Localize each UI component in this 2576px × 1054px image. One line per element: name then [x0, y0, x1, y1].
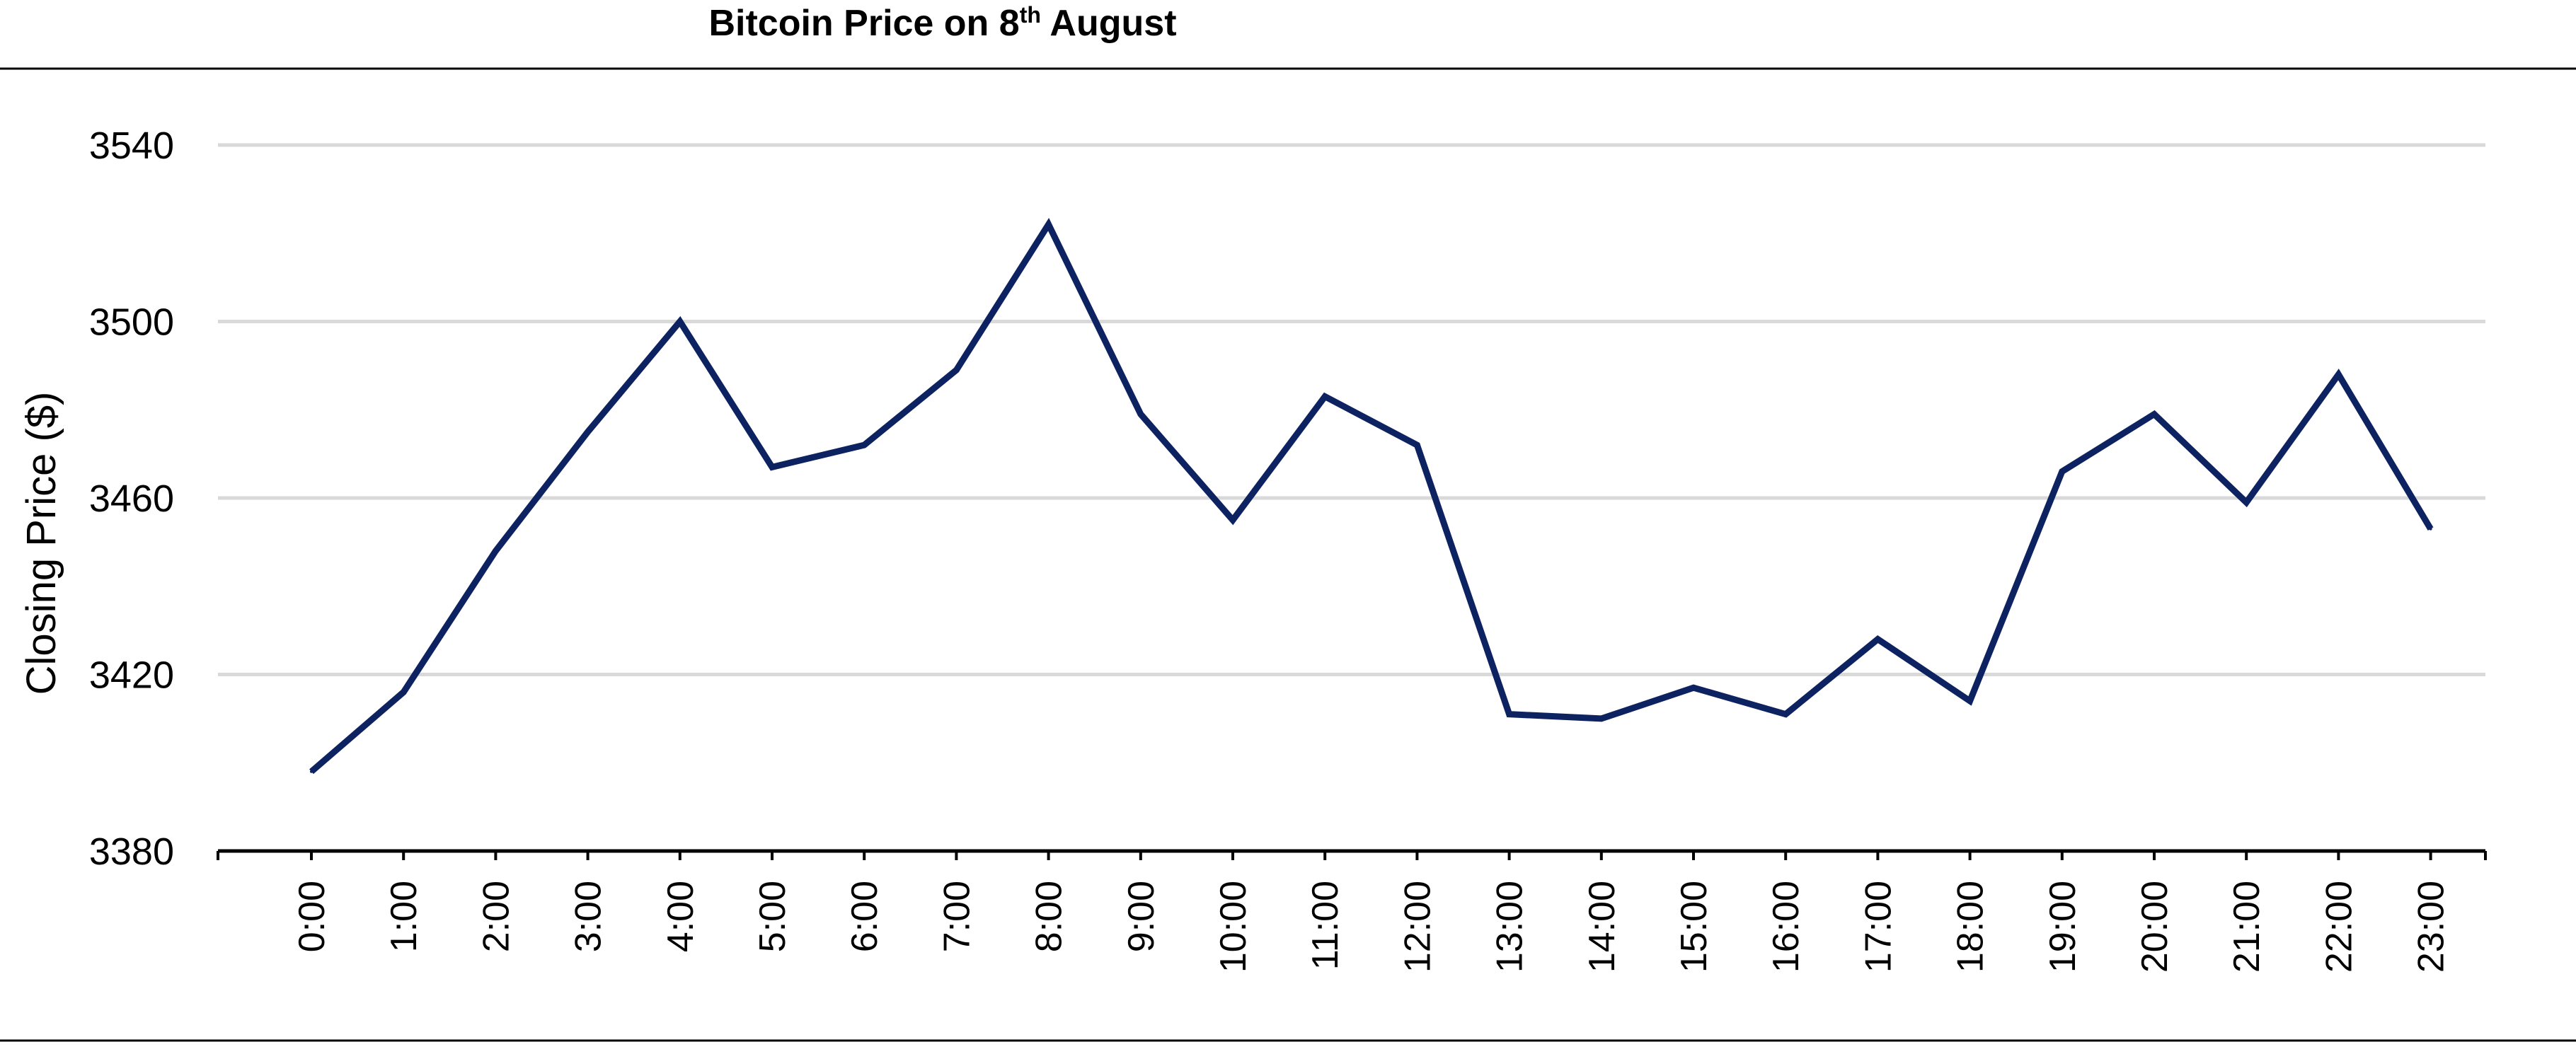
y-axis-title: Closing Price ($) — [18, 392, 64, 695]
data-point — [1047, 223, 1050, 226]
gridlines — [218, 143, 2485, 676]
data-point — [2337, 373, 2340, 376]
data-point — [310, 770, 313, 773]
data-point — [2245, 501, 2248, 504]
chart-title-superscript: th — [1020, 2, 1041, 28]
x-tick-label: 5:00 — [752, 881, 793, 952]
data-point — [678, 320, 682, 323]
x-tick-label: 20:00 — [2134, 881, 2175, 973]
x-tick-label: 10:00 — [1213, 881, 1254, 973]
x-tick-label: 23:00 — [2411, 881, 2452, 973]
x-tick-label: 18:00 — [1950, 881, 1991, 973]
y-tick-label: 3420 — [89, 654, 174, 697]
data-point — [955, 369, 958, 372]
y-tick-label: 3380 — [89, 830, 174, 873]
data-point — [1415, 444, 1419, 447]
data-point — [1968, 699, 1972, 702]
x-tick-label: 6:00 — [844, 881, 885, 952]
data-point — [1784, 712, 1788, 716]
x-tick-label: 15:00 — [1674, 881, 1715, 973]
data-point — [1876, 637, 1880, 641]
data-point — [1139, 412, 1142, 416]
series-line — [309, 218, 2434, 775]
chart-title: Bitcoin Price on 8th August — [708, 2, 1176, 44]
y-tick-label: 3540 — [89, 124, 174, 167]
data-point — [494, 549, 498, 552]
x-tick-label: 1:00 — [384, 881, 425, 952]
x-tick-label: 8:00 — [1029, 881, 1070, 952]
y-tick-label: 3500 — [89, 301, 174, 344]
x-tick-label: 4:00 — [660, 881, 701, 952]
x-tick-label: 9:00 — [1121, 881, 1162, 952]
data-point — [1231, 519, 1234, 522]
x-tick-label: 11:00 — [1305, 881, 1346, 970]
data-point — [1507, 712, 1511, 716]
x-tick-label: 13:00 — [1490, 881, 1531, 973]
x-tick-label: 0:00 — [292, 881, 333, 952]
x-tick-label: 7:00 — [936, 881, 977, 952]
x-tick-label: 16:00 — [1766, 881, 1807, 973]
x-tick-label: 2:00 — [476, 881, 517, 952]
x-tick-label: 17:00 — [1858, 881, 1899, 973]
x-tick-label: 14:00 — [1582, 881, 1623, 973]
x-tick-label: 12:00 — [1397, 881, 1438, 973]
data-point — [402, 690, 406, 694]
y-tick-label: 3460 — [89, 477, 174, 520]
y-axis-ticks: 3380 3420 3460 3500 3540 — [89, 124, 174, 873]
data-point — [1599, 717, 1603, 720]
data-point — [863, 444, 866, 447]
series-layer — [309, 218, 2434, 775]
x-tick-label: 3:00 — [568, 881, 609, 952]
data-point — [2153, 412, 2156, 416]
data-point — [2429, 527, 2432, 531]
x-axis-ticks: 0:00 1:00 2:00 3:00 4:00 5:00 6:00 7:00 8:00 9:00… — [217, 851, 2487, 973]
data-point — [1692, 686, 1695, 690]
data-point — [586, 430, 590, 434]
data-point — [2060, 470, 2064, 473]
x-tick-label: 21:00 — [2226, 881, 2267, 973]
data-point — [1323, 395, 1327, 398]
chart-title-suffix: August — [1041, 3, 1177, 44]
chart-title-main: Bitcoin Price on 8 — [708, 3, 1019, 44]
data-point — [771, 465, 774, 469]
x-tick-label: 19:00 — [2042, 881, 2083, 973]
x-tick-label: 22:00 — [2318, 881, 2359, 973]
